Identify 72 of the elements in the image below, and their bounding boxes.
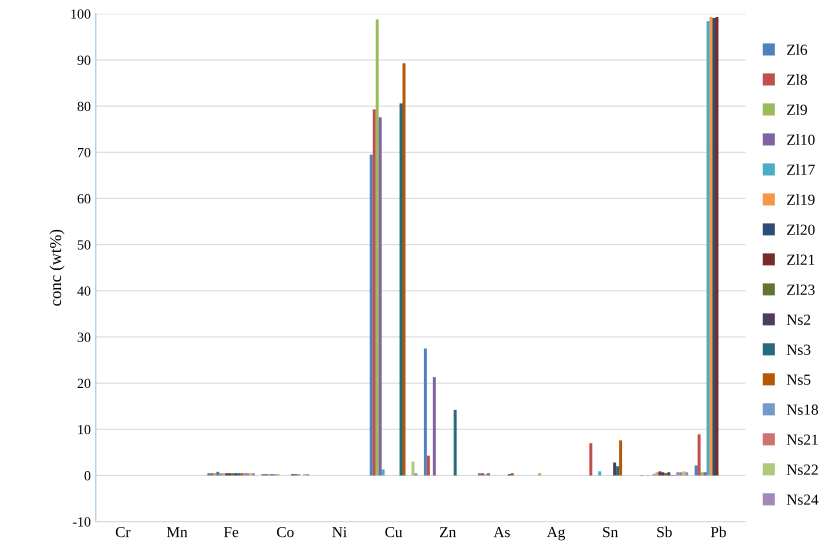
- y-tick-label: -10: [72, 517, 90, 527]
- y-tick-label: 90: [77, 56, 90, 65]
- y-tick-label: 30: [78, 332, 90, 342]
- legend-label: Zl10: [787, 134, 815, 145]
- bar: [424, 348, 427, 476]
- legend-label: Zl23: [787, 284, 815, 295]
- bar: [694, 465, 698, 476]
- bar: [661, 472, 664, 476]
- legend-label: Ns18: [786, 404, 818, 415]
- x-tick-label: Mn: [166, 527, 188, 538]
- bar: [710, 17, 713, 476]
- y-tick-label: 50: [78, 240, 90, 250]
- bar: [715, 17, 718, 476]
- bar: [667, 472, 670, 476]
- bar: [712, 18, 716, 476]
- y-axis-title: conc (wt%): [49, 230, 65, 306]
- bar: [655, 472, 658, 476]
- bar: [382, 469, 385, 476]
- x-tick-label: Co: [277, 526, 294, 538]
- x-tick-label: Zn: [440, 527, 456, 538]
- x-tick-label: Fe: [224, 527, 238, 538]
- legend-label: Zl21: [787, 254, 814, 265]
- y-tick-label: 70: [78, 148, 90, 158]
- bar: [426, 456, 430, 476]
- x-tick-label: Ag: [546, 526, 566, 540]
- bar: [619, 440, 622, 476]
- bar: [376, 19, 379, 476]
- legend-label: Zl8: [787, 74, 807, 85]
- legend-label: Zl20: [787, 224, 815, 235]
- bar: [372, 109, 376, 476]
- legend-label: Zl9: [787, 104, 807, 115]
- bar: [682, 471, 686, 476]
- x-tick-label: Sn: [603, 526, 618, 538]
- legend-label: Ns2: [786, 314, 810, 325]
- y-tick-label: 10: [78, 424, 90, 434]
- legend-label: Zl6: [787, 44, 808, 55]
- x-tick-label: As: [494, 527, 510, 538]
- bar: [400, 103, 403, 476]
- bar: [698, 434, 701, 476]
- bar: [616, 466, 620, 476]
- legend-label: Ns5: [786, 374, 810, 385]
- legend-label: Ns22: [786, 464, 818, 475]
- y-tick-label: 40: [77, 286, 90, 296]
- y-tick-label: 60: [78, 194, 90, 204]
- legend-label: Zl17: [787, 164, 815, 175]
- legend-label: Ns24: [786, 494, 818, 505]
- bar: [432, 377, 436, 476]
- bar: [679, 472, 682, 476]
- y-tick-label: 0: [84, 471, 90, 480]
- bar: [685, 472, 688, 476]
- bar: [706, 21, 710, 476]
- bar: [589, 443, 592, 476]
- x-tick-label: Cr: [116, 526, 130, 538]
- y-tick-label: 100: [71, 9, 90, 19]
- bar: [613, 462, 616, 476]
- bar: [402, 63, 406, 476]
- legend-label: Zl19: [787, 194, 815, 205]
- y-tick-label: 80: [78, 102, 90, 112]
- bar: [700, 472, 704, 476]
- bar: [704, 472, 707, 476]
- bar: [658, 471, 662, 476]
- y-tick-label: 20: [78, 378, 90, 388]
- x-tick-label: Cu: [385, 526, 402, 538]
- bar: [676, 472, 680, 476]
- bar: [411, 462, 414, 476]
- x-tick-label: Sb: [657, 526, 672, 538]
- x-tick-label: Pb: [710, 526, 726, 538]
- legend-label: Ns21: [786, 434, 818, 445]
- bar: [454, 410, 457, 476]
- x-tick-label: Ni: [332, 526, 347, 538]
- legend-label: Ns3: [786, 344, 810, 355]
- bar: [378, 117, 382, 476]
